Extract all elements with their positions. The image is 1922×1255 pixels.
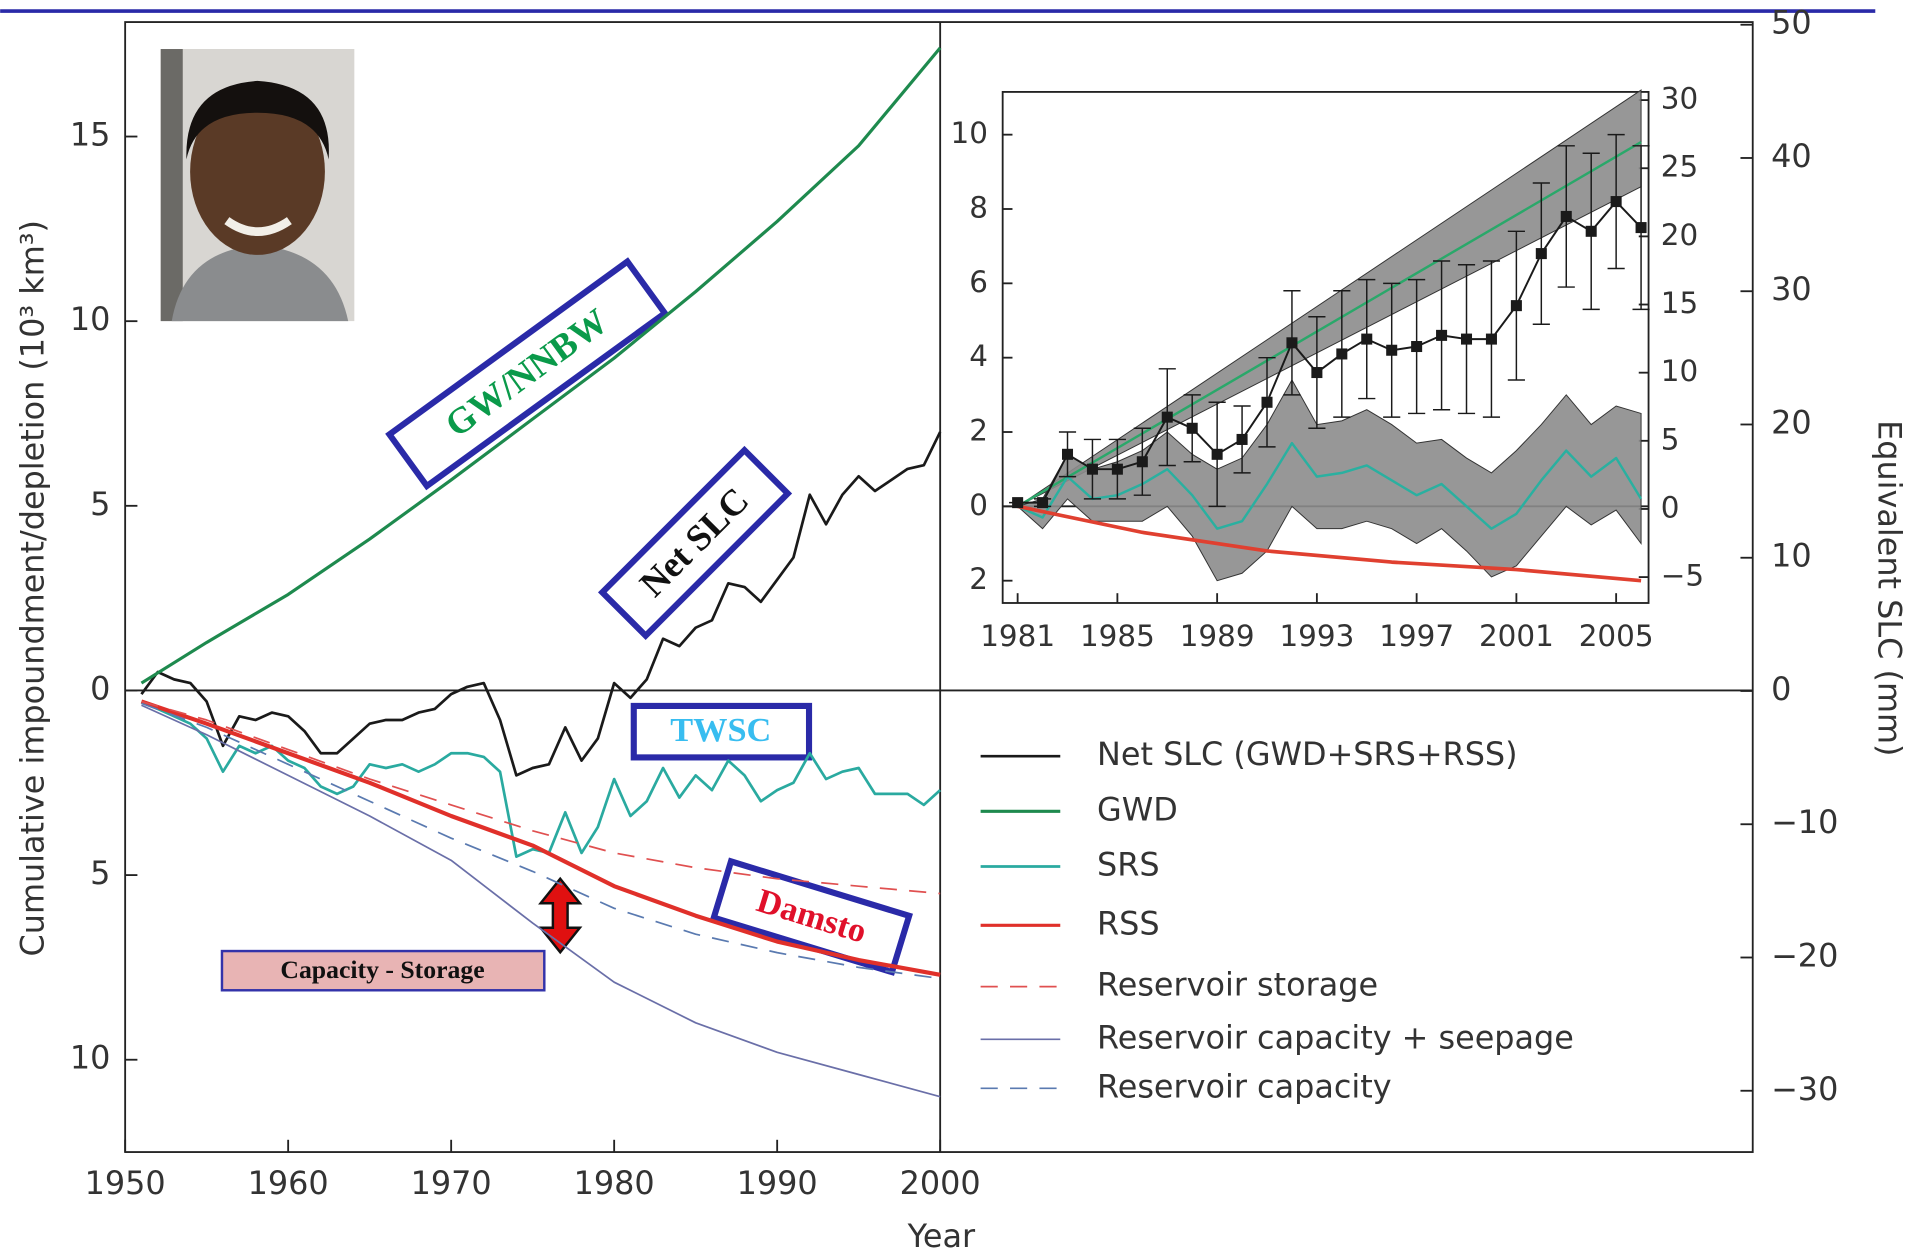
photo-edge (161, 49, 183, 321)
marker (1037, 497, 1048, 508)
marker (1486, 334, 1497, 345)
legend-label: SRS (1097, 845, 1160, 883)
x-tick-label: 1960 (248, 1164, 329, 1202)
y-tick-label: 10 (70, 1039, 111, 1077)
marker (1586, 226, 1597, 237)
x-axis-title: Year (907, 1217, 976, 1255)
marker (1561, 211, 1572, 222)
x-tick-label: 1990 (737, 1164, 818, 1202)
annotation-twsc: TWSC (634, 706, 809, 757)
annotation-text: TWSC (670, 711, 771, 749)
marker (1087, 464, 1098, 475)
annotation-capacity: Capacity - Storage (222, 951, 544, 990)
marker (1386, 345, 1397, 356)
photo (161, 49, 355, 321)
annotation-damsto: Damsto (714, 861, 909, 972)
marker (1212, 449, 1223, 460)
y-tick-label: 0 (90, 669, 110, 707)
y-tick-label: 5 (90, 485, 110, 523)
y-tick-label: 4 (969, 339, 988, 373)
annotation-text: Capacity - Storage (280, 955, 484, 984)
marker (1112, 464, 1123, 475)
legend-label: Net SLC (GWD+SRS+RSS) (1097, 735, 1518, 773)
band (1018, 380, 1641, 581)
marker (1511, 300, 1522, 311)
y-tick-label: 5 (90, 854, 110, 892)
legend-label: Reservoir capacity (1097, 1067, 1392, 1105)
y2-axis-title: Equivalent SLC (mm) (1871, 420, 1909, 756)
marker (1286, 337, 1297, 348)
series-line (141, 702, 940, 894)
marker (1261, 397, 1272, 408)
x-tick-label: 1997 (1379, 619, 1454, 653)
marker (1137, 456, 1148, 467)
y2-tick-label: 10 (1771, 537, 1812, 575)
marker (1162, 412, 1173, 423)
x-tick-label: 1981 (980, 619, 1055, 653)
y-tick-label: 0 (969, 488, 988, 522)
legend-label: Reservoir storage (1097, 966, 1378, 1004)
marker (1012, 497, 1023, 508)
legend-label: GWD (1097, 790, 1178, 828)
annotation-net: Net SLC (602, 450, 787, 635)
marker (1062, 449, 1073, 460)
marker (1361, 334, 1372, 345)
marker (1436, 330, 1447, 341)
x-tick-label: 2000 (900, 1164, 981, 1202)
y2-tick-label: −10 (1771, 803, 1838, 841)
y2-tick-label: 40 (1771, 137, 1812, 175)
y2-tick-label: 0 (1661, 490, 1680, 524)
y2-tick-label: 20 (1661, 218, 1698, 252)
x-tick-label: 1989 (1180, 619, 1255, 653)
y2-tick-label: −5 (1661, 559, 1704, 593)
y2-tick-label: −20 (1771, 937, 1838, 975)
marker (1536, 248, 1547, 259)
y-tick-label: 6 (969, 265, 988, 299)
x-tick-label: 1980 (574, 1164, 655, 1202)
marker (1411, 341, 1422, 352)
annotation-gw: GW/NNBW (389, 262, 664, 486)
y2-tick-label: 25 (1661, 150, 1698, 184)
y2-tick-label: 50 (1771, 4, 1812, 42)
x-tick-label: 1950 (85, 1164, 166, 1202)
y-axis-title: Cumulative impoundment/depletion (10³ km… (13, 220, 51, 956)
x-tick-label: 1985 (1080, 619, 1155, 653)
x-tick-label: 1993 (1279, 619, 1354, 653)
y-tick-label: 8 (969, 191, 988, 225)
marker (1187, 423, 1198, 434)
x-tick-label: 2005 (1579, 619, 1654, 653)
x-tick-label: 1970 (411, 1164, 492, 1202)
marker (1336, 348, 1347, 359)
chart: GW/NNBW Net SLC TWSC Damsto Capacity - S… (0, 0, 1922, 1255)
y2-tick-label: 30 (1661, 82, 1698, 116)
marker (1636, 222, 1647, 233)
y-tick-label: 2 (969, 414, 988, 448)
y2-tick-label: −30 (1771, 1070, 1838, 1108)
y-tick-label: 15 (70, 116, 111, 154)
y2-tick-label: 5 (1661, 422, 1680, 456)
x-tick-label: 2001 (1479, 619, 1554, 653)
page: {"chart_data": [ {"type": "line", "xlabe… (0, 0, 1922, 1255)
marker (1237, 434, 1248, 445)
marker (1611, 196, 1622, 207)
y2-tick-label: 20 (1771, 403, 1812, 441)
y2-tick-label: 30 (1771, 270, 1812, 308)
series-line (141, 432, 940, 775)
y-tick-label: 10 (70, 300, 111, 338)
legend-label: RSS (1097, 904, 1160, 942)
y-tick-label: 2 (969, 562, 988, 596)
legend-label: Reservoir capacity + seepage (1097, 1018, 1574, 1056)
marker (1461, 334, 1472, 345)
marker (1311, 367, 1322, 378)
y2-tick-label: 10 (1661, 354, 1698, 388)
y-tick-label: 10 (951, 116, 988, 150)
y2-tick-label: 15 (1661, 286, 1698, 320)
y2-tick-label: 0 (1771, 670, 1791, 708)
